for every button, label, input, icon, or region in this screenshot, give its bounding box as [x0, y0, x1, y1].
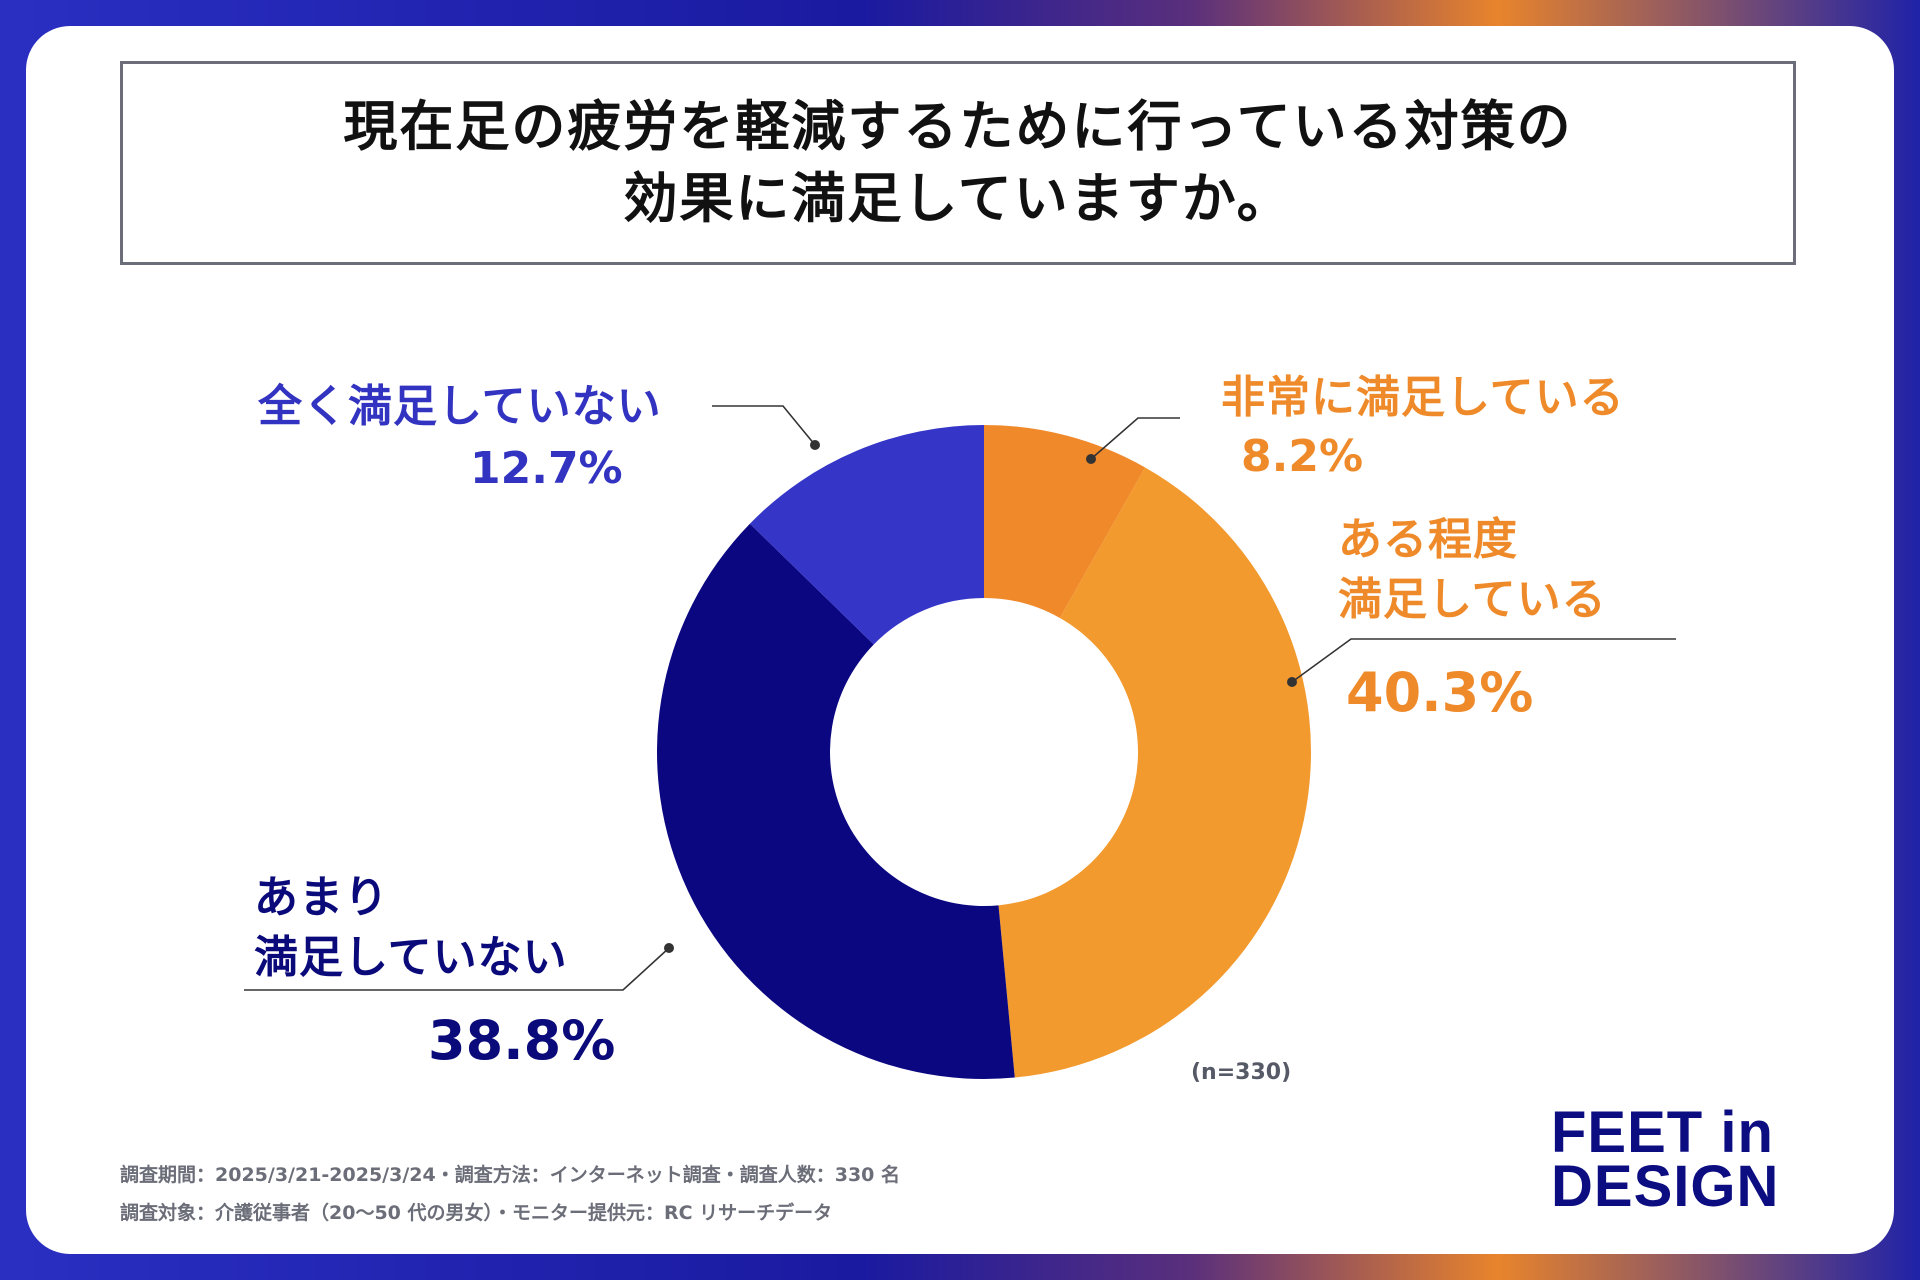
leader-line-somewhat-satisfied	[1291, 638, 1676, 683]
label-not-very-satisfied-line2: 満足していない	[254, 932, 568, 983]
slice-very-satisfied	[984, 425, 1146, 618]
value-very-satisfied: 8.2%	[1241, 431, 1364, 482]
leader-line-not-very-satisfied	[244, 947, 670, 991]
label-not-very-satisfied-line1: あまり	[254, 872, 389, 923]
value-not-very-satisfied: 38.8%	[428, 1009, 616, 1072]
title-line-1: 現在足の疲労を軽減するために行っている対策の	[343, 95, 1573, 158]
survey-footnote-line2: 調査対象：介護従事者（20〜50 代の男女）・モニター提供元：RC リサーチデー…	[120, 1202, 833, 1224]
logo-line-1: FEET in	[1551, 1100, 1774, 1165]
logo-line-2: DESIGN	[1551, 1154, 1780, 1219]
label-somewhat-satisfied-line2: 満足している	[1338, 574, 1607, 625]
leader-dot-somewhat-satisfied	[1287, 677, 1297, 687]
value-not-at-all-satisfied: 12.7%	[470, 443, 623, 494]
value-somewhat-satisfied: 40.3%	[1346, 661, 1534, 724]
label-very-satisfied: 非常に満足している	[1221, 372, 1625, 423]
slice-not-very-satisfied	[657, 523, 1015, 1079]
brand-logo: FEET in DESIGN	[1551, 1100, 1811, 1219]
slice-somewhat-satisfied	[998, 467, 1312, 1078]
sample-size-note: (n=330)	[1191, 1060, 1292, 1085]
label-not-at-all-satisfied: 全く満足していない	[258, 381, 662, 432]
title-line-2: 効果に満足していますか。	[623, 167, 1293, 230]
infographic-card: 現在足の疲労を軽減するために行っている対策の 効果に満足していますか。 非常に満…	[26, 26, 1894, 1254]
leader-line-very-satisfied	[1090, 417, 1180, 460]
label-somewhat-satisfied-line1: ある程度	[1338, 514, 1518, 565]
donut-chart	[244, 405, 1676, 1079]
title-box: 現在足の疲労を軽減するために行っている対策の 効果に満足していますか。	[120, 61, 1796, 265]
leader-dot-not-very-satisfied	[664, 943, 674, 953]
leader-line-not-at-all-satisfied	[712, 405, 816, 446]
slice-not-at-all-satisfied	[749, 425, 984, 645]
leader-dot-not-at-all-satisfied	[810, 440, 820, 450]
leader-dot-very-satisfied	[1086, 454, 1096, 464]
survey-footnote-line1: 調査期間：2025/3/21-2025/3/24・調査方法：インターネット調査・…	[120, 1164, 901, 1186]
